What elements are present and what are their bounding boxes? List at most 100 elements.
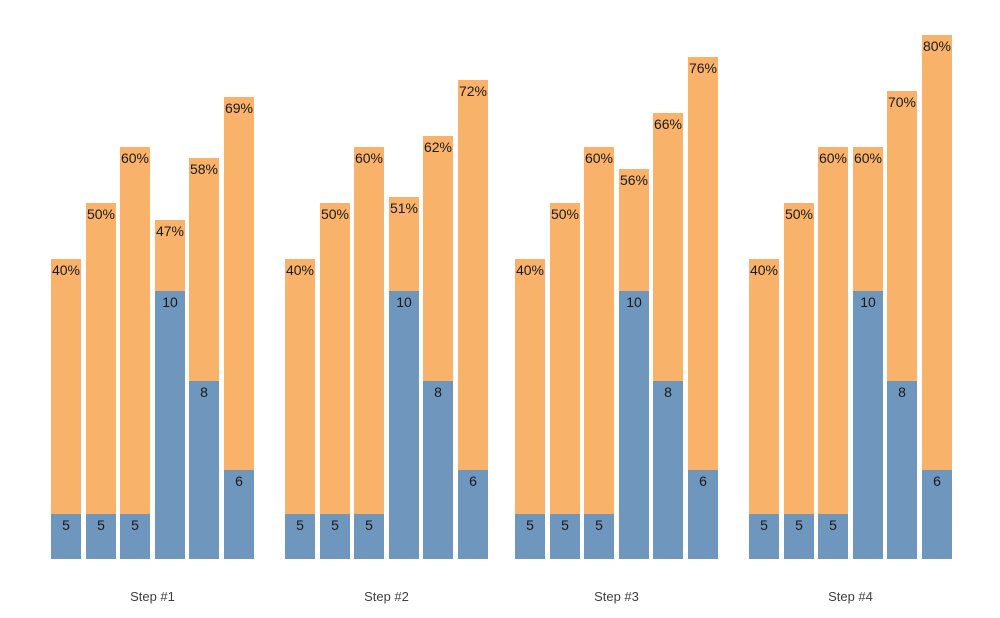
count-segment: 5 [285,514,315,559]
count-segment: 8 [887,381,917,559]
percent-label: 60% [120,150,150,166]
percent-segment: 60% 10 [853,147,883,559]
count-label: 5 [62,517,70,533]
count-segment: 5 [51,514,81,559]
percent-label: 51% [389,200,419,216]
percent-label: 72% [458,83,488,99]
count-segment: 6 [224,470,254,559]
percent-label: 60% [354,150,384,166]
count-label: 6 [469,473,477,489]
percent-label: 76% [688,60,718,76]
percent-segment: 58% 8 [189,158,219,559]
count-label: 5 [365,517,373,533]
percent-segment: 66% 8 [653,113,683,559]
stacked-bar: 80% 6 [922,35,952,559]
count-segment: 10 [389,291,419,559]
stacked-bar: 60% 5 [584,147,614,559]
count-label: 10 [396,294,412,310]
percent-label: 60% [853,150,883,166]
percent-segment: 60% 5 [120,147,150,559]
count-segment: 5 [550,514,580,559]
percent-label: 80% [922,38,952,54]
percent-label: 50% [320,206,350,222]
percent-segment: 76% 6 [688,57,718,559]
count-segment: 5 [320,514,350,559]
count-segment: 5 [515,514,545,559]
percent-segment: 50% 5 [320,203,350,559]
count-label: 6 [699,473,707,489]
count-segment: 8 [423,381,453,559]
percent-segment: 50% 5 [550,203,580,559]
percent-label: 50% [784,206,814,222]
percent-label: 50% [86,206,116,222]
percent-label: 60% [818,150,848,166]
percent-label: 40% [285,262,315,278]
percent-segment: 80% 6 [922,35,952,559]
stacked-bar: 50% 5 [86,203,116,559]
percent-label: 62% [423,139,453,155]
percent-segment: 69% 6 [224,97,254,559]
count-label: 5 [131,517,139,533]
percent-segment: 62% 8 [423,136,453,559]
count-label: 8 [434,384,442,400]
stacked-bar: 50% 5 [784,203,814,559]
count-segment: 5 [584,514,614,559]
count-segment: 10 [853,291,883,559]
count-segment: 5 [86,514,116,559]
group-label: Step #3 [594,589,639,604]
percent-segment: 50% 5 [784,203,814,559]
count-segment: 5 [120,514,150,559]
count-segment: 5 [784,514,814,559]
stacked-bar: 47% 10 [155,220,185,559]
stacked-bar: 40% 5 [285,259,315,559]
count-label: 10 [162,294,178,310]
percent-segment: 70% 8 [887,91,917,559]
percent-label: 56% [619,172,649,188]
stacked-bar: 62% 8 [423,136,453,559]
percent-segment: 40% 5 [515,259,545,559]
count-segment: 5 [749,514,779,559]
count-segment: 8 [653,381,683,559]
count-segment: 8 [189,381,219,559]
count-segment: 6 [922,470,952,559]
count-segment: 6 [458,470,488,559]
stacked-bar: 60% 10 [853,147,883,559]
percent-segment: 51% 10 [389,197,419,559]
count-label: 10 [626,294,642,310]
percent-label: 50% [550,206,580,222]
percent-segment: 50% 5 [86,203,116,559]
stacked-bar: 40% 5 [749,259,779,559]
stacked-bar: 76% 6 [688,57,718,559]
count-label: 6 [235,473,243,489]
count-label: 5 [760,517,768,533]
percent-label: 69% [224,100,254,116]
count-label: 6 [933,473,941,489]
count-label: 8 [664,384,672,400]
percent-label: 60% [584,150,614,166]
percent-segment: 40% 5 [51,259,81,559]
count-label: 5 [595,517,603,533]
count-label: 10 [860,294,876,310]
stacked-bar: 50% 5 [550,203,580,559]
percent-segment: 60% 5 [354,147,384,559]
percent-label: 47% [155,223,185,239]
stacked-bar: 56% 10 [619,169,649,559]
percent-segment: 60% 5 [584,147,614,559]
stacked-bar: 50% 5 [320,203,350,559]
percent-segment: 60% 5 [818,147,848,559]
percent-segment: 47% 10 [155,220,185,559]
stacked-bar: 51% 10 [389,197,419,559]
count-label: 8 [200,384,208,400]
percent-label: 40% [51,262,81,278]
count-label: 8 [898,384,906,400]
stacked-bar: 66% 8 [653,113,683,559]
group-label: Step #4 [828,589,873,604]
stacked-bar: 69% 6 [224,97,254,559]
count-segment: 10 [619,291,649,559]
percent-segment: 72% 6 [458,80,488,559]
stacked-bar: 60% 5 [120,147,150,559]
count-label: 5 [561,517,569,533]
group-label: Step #1 [130,589,175,604]
percent-segment: 40% 5 [285,259,315,559]
